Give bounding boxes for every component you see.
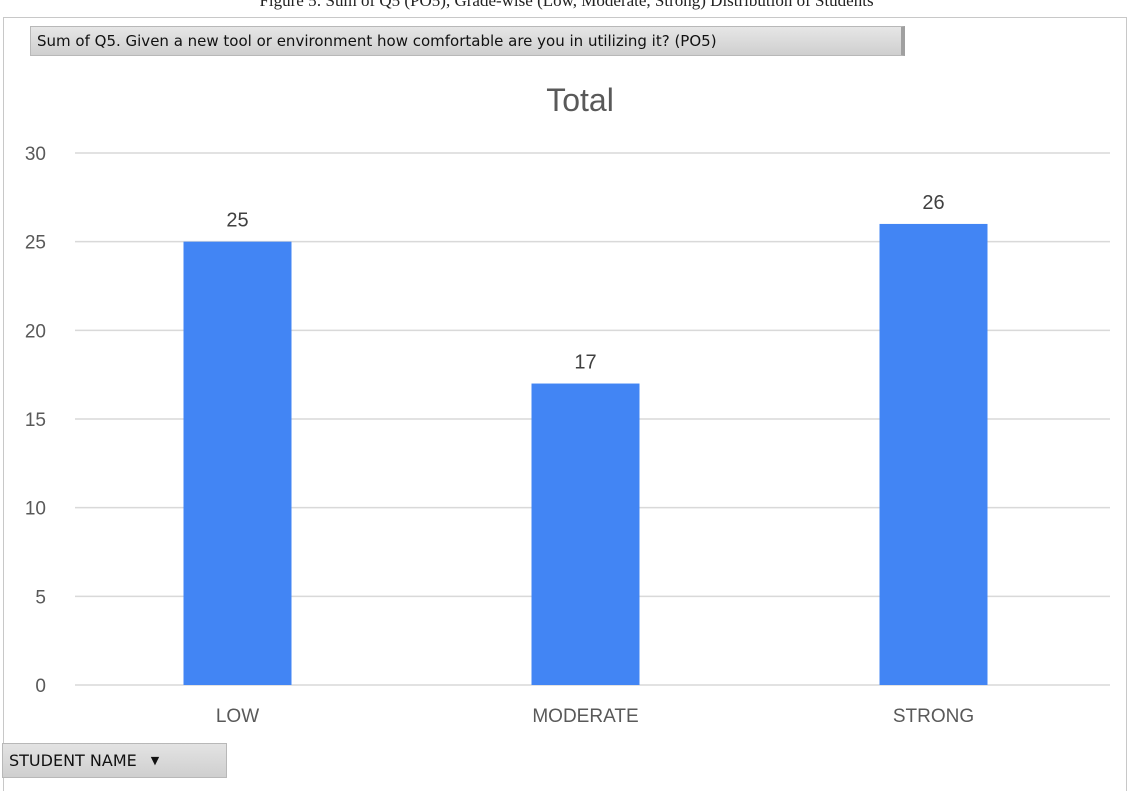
x-tick-label-strong: STRONG xyxy=(893,706,974,727)
y-tick-label: 15 xyxy=(25,410,46,431)
y-axis-ticks: 0 5 10 15 20 25 30 xyxy=(25,144,46,697)
chart-border xyxy=(3,17,1127,791)
y-tick-label: 5 xyxy=(35,587,46,608)
y-tick-label: 30 xyxy=(25,144,46,165)
y-tick-label: 20 xyxy=(25,321,46,342)
dropdown-arrow-icon[interactable]: ▼ xyxy=(150,754,160,767)
axis-field-label: STUDENT NAME xyxy=(9,751,137,770)
axis-field-button[interactable]: STUDENT NAME ▼ xyxy=(2,743,227,778)
data-labels: 25 17 26 xyxy=(226,192,944,374)
data-label-low: 25 xyxy=(226,210,248,232)
x-axis-ticks: LOW MODERATE STRONG xyxy=(216,706,974,727)
data-label-strong: 26 xyxy=(922,192,944,214)
figure-caption-fragment: Figure 5: Sum of Q5 (PO5), Grade-wise (L… xyxy=(259,0,874,10)
x-tick-label-moderate: MODERATE xyxy=(532,706,638,727)
bar-moderate xyxy=(531,383,640,685)
chart-title: Total xyxy=(546,82,614,118)
y-tick-label: 10 xyxy=(25,499,46,520)
bar-low xyxy=(183,241,292,685)
bars xyxy=(183,223,988,685)
value-field-button[interactable]: Sum of Q5. Given a new tool or environme… xyxy=(30,26,905,56)
y-tick-label: 25 xyxy=(25,233,46,254)
bar-strong xyxy=(879,223,988,685)
data-label-moderate: 17 xyxy=(574,352,596,374)
y-tick-label: 0 xyxy=(35,676,46,697)
x-tick-label-low: LOW xyxy=(216,706,259,727)
